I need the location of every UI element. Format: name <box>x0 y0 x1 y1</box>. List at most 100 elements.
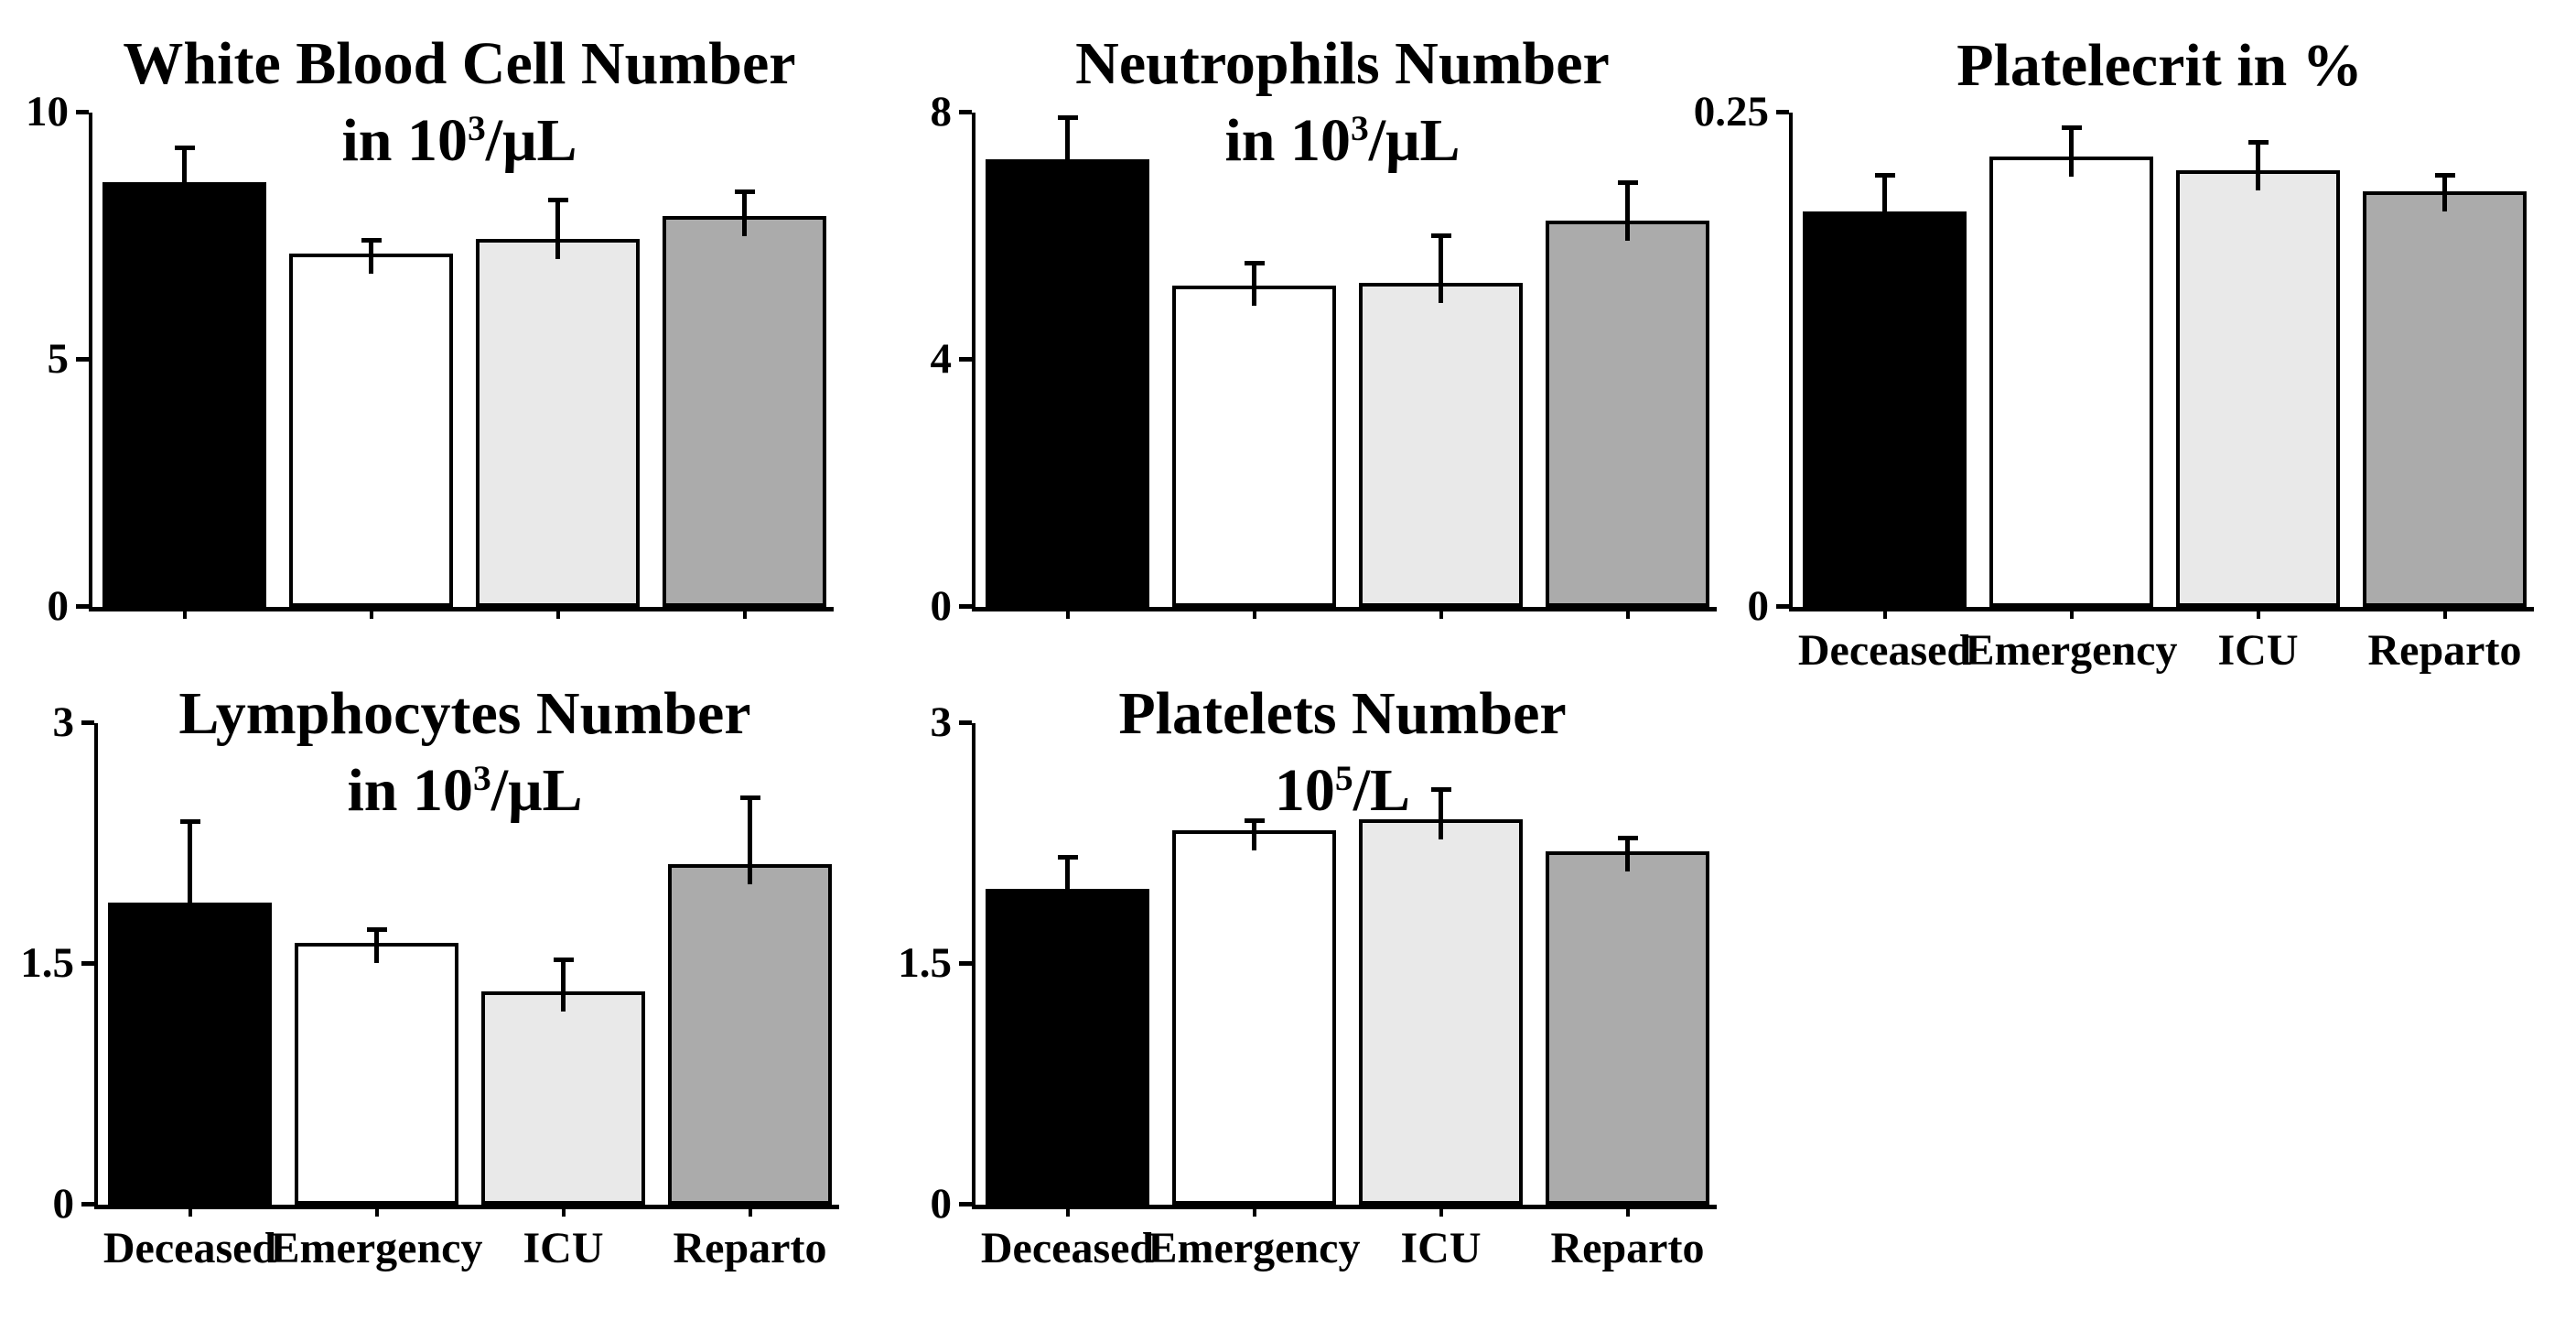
bar-reparto <box>1546 221 1709 607</box>
x-axis-tick <box>1882 611 1887 619</box>
x-axis-tick <box>182 611 187 619</box>
y-axis-tick-label: 1.5 <box>898 939 952 987</box>
x-axis-tick <box>1625 611 1630 619</box>
bar-reparto <box>2363 191 2527 607</box>
x-axis-tick <box>1439 611 1443 619</box>
x-axis-tick <box>1252 1209 1256 1217</box>
x-axis-tick <box>2442 611 2447 619</box>
error-bar <box>1252 265 1256 306</box>
x-axis-tick <box>369 611 373 619</box>
x-axis-tick <box>1065 1209 1070 1217</box>
chart-white-blood-cell: White Blood Cell Number in 103/μL 0 5 10 <box>0 0 878 665</box>
x-axis-tick <box>561 1209 566 1217</box>
error-bar-cap <box>174 145 195 150</box>
bar-deceased <box>108 903 272 1205</box>
error-bar <box>742 194 747 237</box>
x-axis-tick <box>1625 1209 1630 1217</box>
bar-emergency <box>1172 830 1336 1205</box>
category-label-deceased: Deceased <box>1797 626 1972 675</box>
error-bar-cap <box>2247 139 2269 145</box>
bar-icu <box>481 990 645 1205</box>
error-bar <box>1625 840 1630 872</box>
y-axis-tick-label: 3 <box>52 698 75 746</box>
error-bar <box>374 931 379 964</box>
category-label-icu: ICU <box>523 1224 604 1272</box>
error-bar-cap <box>1244 817 1265 823</box>
chart-title: White Blood Cell Number in 103/μL <box>123 30 796 174</box>
x-axis-tick <box>2069 611 2074 619</box>
x-axis-tick <box>748 1209 752 1217</box>
error-bar-cap <box>1617 836 1638 840</box>
x-axis-tick <box>374 1209 379 1217</box>
bar-deceased <box>102 181 266 607</box>
category-label-icu: ICU <box>1400 1224 1482 1272</box>
plot-area: 0 4 8 <box>931 91 1717 628</box>
y-axis-tick <box>81 961 94 966</box>
y-axis-tick-label: 10 <box>26 88 69 135</box>
x-axis-tick <box>2256 611 2260 619</box>
plot-area: 0 0.25 Deceased Emergency ICU Reparto <box>1694 91 2534 675</box>
error-bar <box>182 149 187 202</box>
bar-reparto <box>663 216 826 607</box>
error-bar <box>2069 130 2074 177</box>
error-bar-cap <box>734 189 755 195</box>
category-label-emergency: Emergency <box>1965 626 2178 675</box>
bar-icu <box>1359 282 1523 607</box>
y-axis-tick <box>81 1202 94 1207</box>
category-label-emergency: Emergency <box>1148 1224 1361 1272</box>
y-axis-tick <box>959 357 972 362</box>
y-axis-tick-label: 0 <box>1747 582 1770 630</box>
category-label-icu: ICU <box>2217 626 2299 675</box>
error-bar-cap <box>1874 173 1895 179</box>
error-bar-cap <box>1617 179 1638 185</box>
error-bar <box>748 800 752 885</box>
chart-title: Platelecrit in % <box>1956 32 2363 99</box>
y-axis-tick <box>76 604 89 609</box>
bar-icu <box>1359 819 1523 1205</box>
error-bar <box>2256 144 2260 190</box>
error-bar-cap <box>1057 855 1078 860</box>
plot-area: 0 1.5 3 Deceased Emergency ICU Reparto <box>20 701 839 1272</box>
y-axis-tick-label: 8 <box>930 88 953 135</box>
error-bar-cap <box>179 819 200 825</box>
error-bar <box>1439 238 1443 303</box>
y-axis-tick-label: 3 <box>930 698 953 746</box>
y-axis-tick-label: 0 <box>52 1180 75 1228</box>
chart-neutrophils: Neutrophils Number in 103/μL 0 4 8 <box>878 0 1730 665</box>
x-axis-tick <box>742 611 747 619</box>
bar-reparto <box>668 864 832 1205</box>
y-axis-tick-label: 4 <box>930 335 953 383</box>
y-axis-tick <box>959 1202 972 1207</box>
error-bar <box>1625 184 1630 242</box>
chart-platelets: Platelets Number 105/L 0 1.5 3 Deceased Emerg… <box>878 665 1730 1331</box>
y-axis-tick <box>1776 110 1789 114</box>
y-axis-tick-label: 0 <box>930 1180 953 1228</box>
y-axis-tick-label: 0 <box>930 582 953 630</box>
category-label-deceased: Deceased <box>102 1224 277 1272</box>
plot-area: 0 1.5 3 Deceased Emergency ICU Reparto <box>898 701 1717 1272</box>
error-bar <box>1065 120 1070 179</box>
category-label-deceased: Deceased <box>980 1224 1155 1272</box>
x-axis-tick <box>1439 1209 1443 1217</box>
error-bar-cap <box>1430 787 1451 793</box>
chart-title: Platelets Number 105/L <box>1118 680 1567 824</box>
x-axis-tick <box>1252 611 1256 619</box>
error-bar-cap <box>547 197 568 202</box>
error-bar-cap <box>1244 260 1265 265</box>
error-bar-cap <box>2061 125 2082 131</box>
bar-reparto <box>1546 851 1709 1205</box>
y-axis-tick <box>76 110 89 114</box>
y-axis-tick <box>959 110 972 114</box>
y-axis-tick-label: 0 <box>47 582 70 630</box>
chart-title: Neutrophils Number in 103/μL <box>1075 30 1610 174</box>
chart-platelecrit: Platelecrit in % 0 0.25 Deceased Emergency I… <box>1694 0 2576 675</box>
error-bar <box>1252 822 1256 851</box>
y-axis-tick-label: 0.25 <box>1693 88 1769 135</box>
bar-emergency <box>289 253 453 607</box>
category-label-emergency: Emergency <box>270 1224 483 1272</box>
plot-area: 0 5 10 <box>26 91 834 628</box>
error-bar-cap <box>361 238 382 243</box>
category-label-reparto: Reparto <box>673 1224 827 1272</box>
x-axis-tick <box>188 1209 192 1217</box>
